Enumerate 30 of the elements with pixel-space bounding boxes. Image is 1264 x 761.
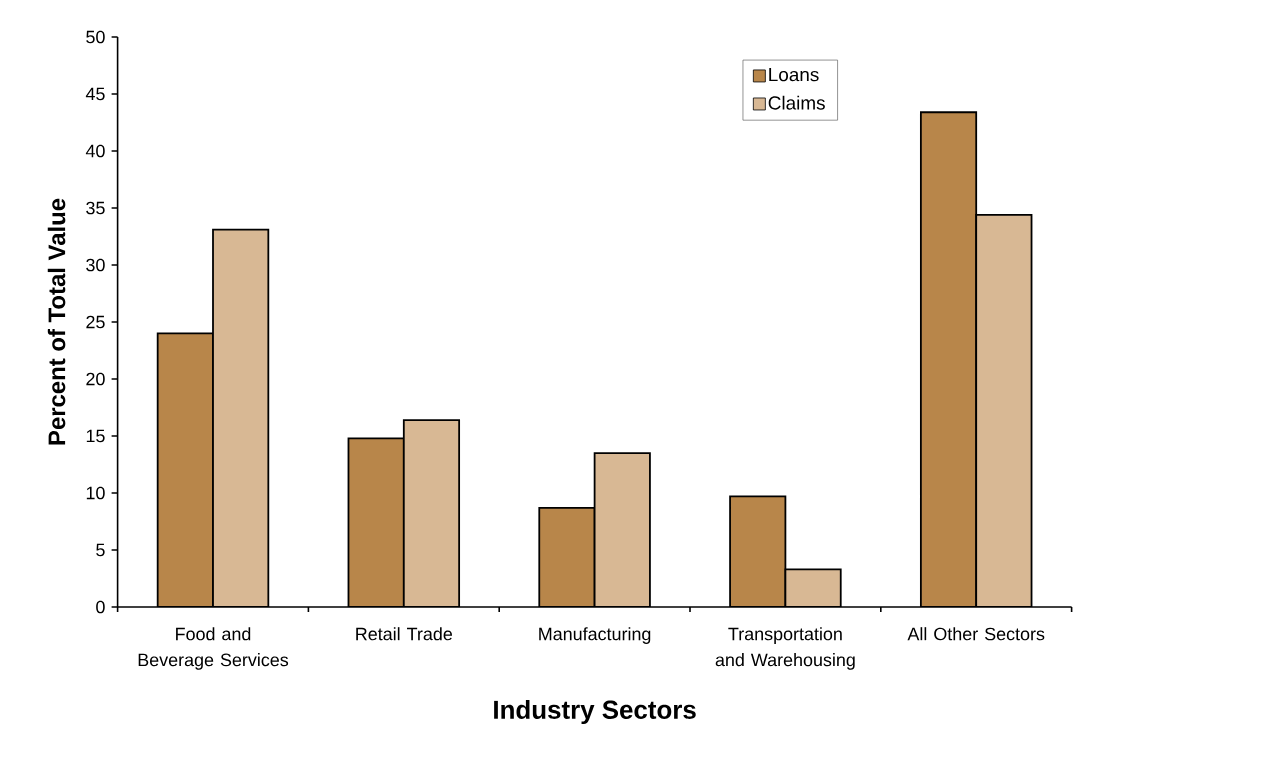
y-tick-label: 45: [85, 87, 105, 101]
y-tick-label: 10: [86, 486, 105, 500]
bar: [975, 213, 1033, 607]
x-tick-label: Transportation and Warehousing: [715, 627, 855, 670]
y-tick-label: 20: [86, 372, 105, 386]
y-tick-label: 35: [86, 201, 105, 215]
x-tick-label: All Other Sectors: [907, 627, 1045, 641]
y-axis-title: Percent of Total Value: [47, 198, 66, 445]
bar: [538, 506, 596, 607]
y-tick-label: 0: [96, 600, 105, 614]
y-tick-label: 25: [86, 315, 105, 329]
x-tick-label: Retail Trade: [356, 627, 452, 641]
y-tick-label: 15: [86, 429, 105, 443]
y-tick-label: 5: [96, 543, 105, 557]
x-tick-label: Manufacturing: [539, 627, 651, 644]
legend-label: Claims: [768, 95, 825, 110]
x-tick-label: Food and Beverage Services: [138, 627, 289, 670]
bar: [347, 437, 405, 607]
bar: [156, 332, 214, 607]
y-tick-label: 40: [85, 144, 105, 158]
bar: [402, 419, 461, 607]
bar: [784, 568, 842, 607]
x-axis-title: Industry Sectors: [494, 699, 696, 725]
bar: [919, 111, 978, 607]
bar: [212, 228, 270, 607]
y-tick-label: 30: [86, 258, 105, 272]
legend-label: Loans: [769, 68, 819, 82]
y-tick-label: 50: [86, 30, 105, 44]
bar: [593, 452, 651, 607]
bar: [729, 495, 787, 607]
